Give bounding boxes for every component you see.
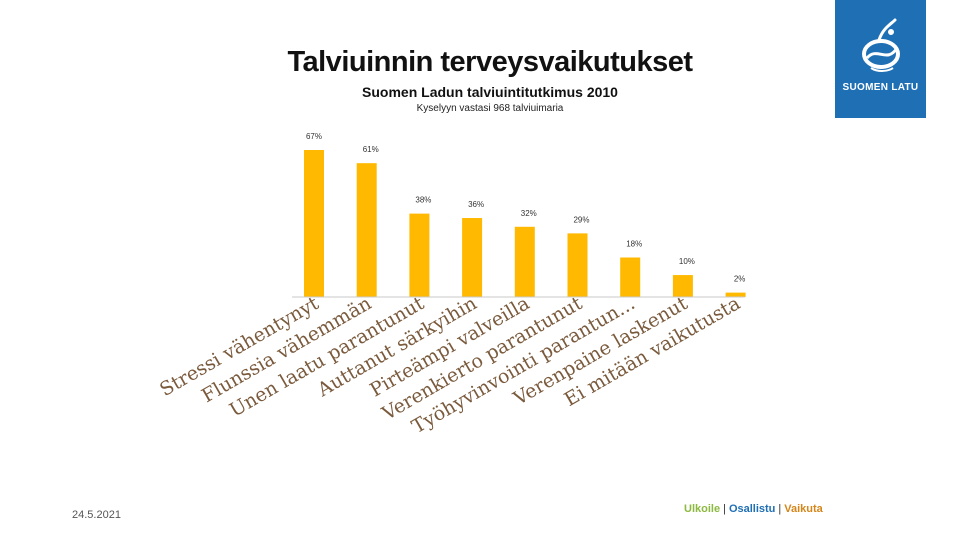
slide-title: Talviuinnin terveysvaikutukset xyxy=(287,46,693,78)
bar-value-label: 67% xyxy=(306,132,322,141)
footer-vaikuta: Vaikuta xyxy=(784,503,823,515)
bar xyxy=(409,213,430,297)
bar xyxy=(356,163,377,297)
bar xyxy=(567,233,588,297)
bar xyxy=(672,275,693,297)
logo-text: SUOMEN LATU xyxy=(842,82,919,93)
bar xyxy=(514,226,535,297)
suomen-latu-logo: SUOMEN LATU xyxy=(835,0,926,118)
bar-value-label: 38% xyxy=(415,196,431,205)
survey-note: Kyselyyn vastasi 968 talviuimaria xyxy=(416,103,564,114)
bar-value-label: 32% xyxy=(521,209,537,218)
bar xyxy=(725,292,746,297)
footer-tagline: Ulkoile | Osallistu | Vaikuta xyxy=(684,503,823,515)
bar-value-label: 2% xyxy=(734,275,746,284)
footer-ulkoile: Ulkoile xyxy=(684,503,721,515)
bar-value-label: 29% xyxy=(573,215,589,224)
footer-separator: | xyxy=(778,503,782,515)
slide-subtitle: Suomen Ladun talviuintitutkimus 2010 xyxy=(362,84,618,100)
swimmer-emblem-icon xyxy=(862,18,900,72)
bar-value-label: 61% xyxy=(363,145,379,154)
bar-value-label: 10% xyxy=(679,257,695,266)
bar xyxy=(462,218,483,297)
bar-value-label: 18% xyxy=(626,240,642,249)
bar xyxy=(304,150,324,297)
bar-value-label: 36% xyxy=(468,200,484,209)
bar xyxy=(620,257,641,297)
footer-separator: | xyxy=(723,503,726,515)
slide-date: 24.5.2021 xyxy=(72,509,121,521)
footer-osallistu: Osallistu xyxy=(728,503,776,515)
